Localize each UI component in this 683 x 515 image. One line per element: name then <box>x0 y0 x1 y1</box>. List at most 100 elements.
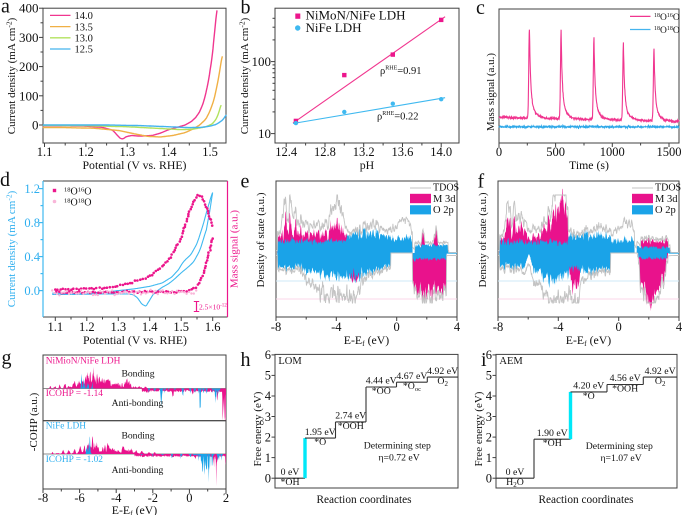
svg-text:6: 6 <box>265 348 271 362</box>
svg-text:0: 0 <box>186 491 192 505</box>
svg-text:13.5: 13.5 <box>75 22 93 33</box>
svg-text:300: 300 <box>19 30 39 45</box>
svg-text:Anti-bonding: Anti-bonding <box>112 398 164 409</box>
svg-text:Reaction coordinates: Reaction coordinates <box>538 494 633 506</box>
svg-text:b: b <box>241 0 251 18</box>
svg-text:1.2: 1.2 <box>24 182 40 196</box>
svg-text:AEM: AEM <box>499 356 523 367</box>
svg-text:η=1.07 eV: η=1.07 eV <box>600 453 641 464</box>
svg-text:4: 4 <box>486 389 493 403</box>
svg-text:Potential (V vs. RHE): Potential (V vs. RHE) <box>83 333 187 347</box>
svg-text:3: 3 <box>486 410 492 424</box>
svg-text:-6: -6 <box>74 491 84 505</box>
svg-text:4.56 eV: 4.56 eV <box>610 373 641 384</box>
svg-text:Free energy (eV): Free energy (eV) <box>473 391 485 466</box>
svg-text:500: 500 <box>546 145 565 159</box>
svg-text:1.1: 1.1 <box>37 145 53 159</box>
svg-text:6: 6 <box>486 348 492 362</box>
svg-text:4.20 eV: 4.20 eV <box>573 381 604 392</box>
svg-text:18O16O: 18O16O <box>64 187 91 198</box>
svg-text:2.5×10-12: 2.5×10-12 <box>199 303 227 312</box>
svg-text:Reaction coordinates: Reaction coordinates <box>316 494 411 506</box>
svg-text:η=0.72 eV: η=0.72 eV <box>378 453 419 464</box>
svg-text:O 2p: O 2p <box>655 205 676 216</box>
svg-text:Density of state (a.u.): Density of state (a.u.) <box>477 192 489 287</box>
svg-text:4.92 eV: 4.92 eV <box>427 366 458 377</box>
svg-text:0: 0 <box>394 320 400 334</box>
svg-text:*OOH: *OOH <box>612 383 638 394</box>
svg-text:2: 2 <box>486 430 492 444</box>
svg-text:0.8: 0.8 <box>24 216 40 230</box>
svg-text:-2: -2 <box>148 491 158 505</box>
svg-text:18O16O: 18O16O <box>654 13 680 23</box>
svg-text:h: h <box>241 349 251 371</box>
svg-text:c: c <box>476 0 485 19</box>
svg-text:3: 3 <box>265 410 271 424</box>
svg-text:-4: -4 <box>331 320 342 334</box>
svg-text:E-Ef (eV): E-Ef (eV) <box>112 503 157 515</box>
svg-text:Density of state (a.u.): Density of state (a.u.) <box>255 192 267 287</box>
svg-text:d: d <box>0 169 10 191</box>
svg-text:M 3d: M 3d <box>655 194 678 205</box>
svg-text:14.0: 14.0 <box>430 145 452 159</box>
svg-text:Current density (mA cm-2): Current density (mA cm-2) <box>5 190 19 307</box>
svg-text:13.0: 13.0 <box>75 34 93 45</box>
svg-text:Free energy (eV): Free energy (eV) <box>252 391 264 466</box>
svg-text:1.5: 1.5 <box>173 320 189 334</box>
svg-text:1.1: 1.1 <box>47 320 63 334</box>
svg-text:NiFe LDH: NiFe LDH <box>46 422 87 432</box>
svg-text:E-Ef (eV): E-Ef (eV) <box>344 333 389 348</box>
svg-text:100: 100 <box>252 54 272 69</box>
svg-text:O2: O2 <box>655 376 666 388</box>
svg-text:Mass signal (a.u.): Mass signal (a.u.) <box>229 210 241 289</box>
svg-text:-8: -8 <box>38 491 48 505</box>
svg-text:1.3: 1.3 <box>119 145 135 159</box>
svg-text:pH: pH <box>360 158 375 172</box>
svg-text:NiFe LDH: NiFe LDH <box>306 20 362 35</box>
svg-text:g: g <box>2 347 12 369</box>
svg-text:NiMioN/NiFe LDH: NiMioN/NiFe LDH <box>46 357 121 367</box>
svg-text:1500: 1500 <box>656 145 681 159</box>
svg-text:Current density (mA cm-2): Current density (mA cm-2) <box>5 17 19 134</box>
svg-text:400: 400 <box>19 1 39 16</box>
svg-text:*O: *O <box>314 437 326 448</box>
svg-text:O 2p: O 2p <box>433 205 454 216</box>
svg-text:*OH: *OH <box>543 438 562 449</box>
svg-text:H2O: H2O <box>506 477 524 489</box>
svg-text:Anti-bonding: Anti-bonding <box>112 465 164 476</box>
svg-text:0.0: 0.0 <box>24 284 40 298</box>
svg-text:ρRHE=0.22: ρRHE=0.22 <box>377 111 419 123</box>
svg-text:12.8: 12.8 <box>314 145 336 159</box>
svg-text:18O18O: 18O18O <box>654 26 680 36</box>
svg-text:2: 2 <box>223 491 229 505</box>
svg-text:18O18O: 18O18O <box>64 198 91 209</box>
svg-text:0: 0 <box>265 471 271 485</box>
svg-text:ICOHP = -1.02: ICOHP = -1.02 <box>46 455 104 465</box>
svg-text:4.67 eV: 4.67 eV <box>396 371 427 382</box>
svg-text:0: 0 <box>616 320 622 334</box>
svg-text:0: 0 <box>496 145 502 159</box>
svg-text:4: 4 <box>265 389 272 403</box>
svg-text:5: 5 <box>265 369 271 383</box>
svg-text:1.5: 1.5 <box>202 145 218 159</box>
svg-text:-COHP (a.u.): -COHP (a.u.) <box>28 392 40 451</box>
svg-text:0: 0 <box>32 118 39 133</box>
svg-text:5: 5 <box>486 369 492 383</box>
svg-text:Bonding: Bonding <box>121 369 154 380</box>
svg-text:i: i <box>481 349 487 371</box>
svg-text:*OH: *OH <box>280 477 299 488</box>
svg-text:10: 10 <box>258 126 271 141</box>
svg-text:1: 1 <box>265 451 271 465</box>
svg-text:Mass signal (a.u.): Mass signal (a.u.) <box>485 53 497 132</box>
svg-text:200: 200 <box>19 59 39 74</box>
svg-text:Current density (mA cm-2): Current density (mA cm-2) <box>238 17 252 134</box>
svg-text:-4: -4 <box>553 320 564 334</box>
svg-text:-8: -8 <box>493 320 503 334</box>
svg-text:Determining step: Determining step <box>586 441 653 452</box>
svg-text:12.5: 12.5 <box>75 45 93 56</box>
svg-text:1.90 eV: 1.90 eV <box>537 428 568 439</box>
svg-text:M 3d: M 3d <box>433 194 456 205</box>
svg-text:1.6: 1.6 <box>205 320 221 334</box>
svg-text:0 eV: 0 eV <box>281 467 300 478</box>
svg-text:NiMoN/NiFe LDH: NiMoN/NiFe LDH <box>306 8 406 23</box>
